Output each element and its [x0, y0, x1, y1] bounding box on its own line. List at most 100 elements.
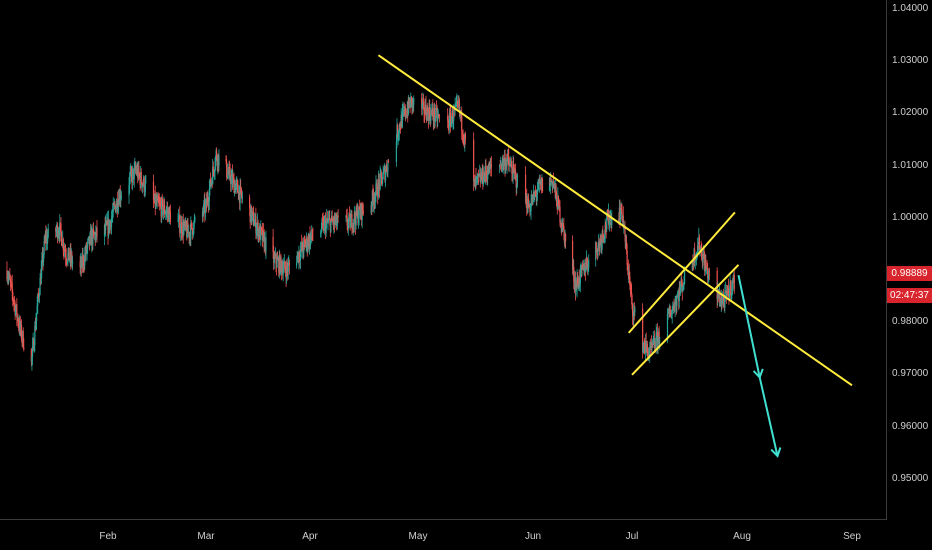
candle-body [310, 236, 312, 237]
candle-body [455, 102, 457, 105]
candle-body [694, 249, 696, 263]
candle-body [562, 223, 564, 231]
candle-body [119, 192, 121, 201]
candle-body [261, 229, 263, 231]
candle-body [169, 211, 172, 222]
candle-body [161, 199, 163, 201]
arrow-head-end [770, 447, 782, 458]
candle-body [177, 220, 179, 222]
candle-body [405, 115, 408, 117]
y-tick-label: 1.02000 [892, 107, 929, 118]
candle-body [218, 155, 220, 166]
candle-body [130, 169, 132, 174]
candle-body [586, 259, 588, 264]
time-axis[interactable] [0, 519, 886, 520]
trendline[interactable] [377, 54, 853, 387]
candle-body [298, 252, 301, 259]
candle-body [331, 216, 333, 222]
candle-body [427, 107, 429, 112]
candle-body [671, 314, 673, 318]
candle-body [694, 257, 696, 263]
candle-body [475, 177, 478, 180]
candle-body [141, 184, 144, 188]
candle-body [435, 107, 438, 110]
candle-body [241, 194, 243, 199]
candle-body [83, 256, 85, 265]
candle-body [621, 203, 623, 213]
candle-body [359, 206, 361, 210]
candle-body [503, 160, 505, 167]
candle-body [727, 286, 729, 288]
price-axis[interactable] [886, 0, 887, 520]
candle-body [239, 186, 241, 204]
candle-body [351, 214, 353, 229]
candle-body [550, 179, 552, 185]
candle-body [215, 156, 217, 167]
trendline[interactable] [627, 211, 736, 334]
candle-body [241, 197, 244, 199]
candle-body [235, 182, 237, 187]
candle-body [9, 274, 11, 280]
candle-body [306, 237, 308, 250]
candle-body [473, 139, 475, 182]
candle-body [588, 259, 590, 268]
candle-body [513, 168, 516, 173]
candle-body [605, 223, 607, 230]
candle-body [558, 199, 560, 209]
projection-arrow-path[interactable] [737, 274, 779, 457]
candle-body [562, 223, 564, 227]
candle-body [426, 107, 428, 121]
candle-body [230, 176, 232, 185]
candle-body [115, 206, 117, 213]
candle-body [644, 341, 647, 353]
candle-body [329, 218, 331, 220]
candle-body [598, 241, 600, 243]
candle-body [23, 347, 25, 350]
candle-body [128, 185, 130, 196]
candle-body [163, 204, 166, 214]
candle-body [536, 190, 539, 195]
candle-body [256, 226, 258, 231]
candle-body [667, 310, 669, 314]
candle-body [595, 242, 597, 252]
candle-body [652, 339, 654, 345]
candle-body [718, 297, 720, 299]
candle-body [272, 236, 274, 252]
candle-body [430, 111, 432, 122]
candle-body [95, 233, 97, 241]
candle-body [11, 282, 13, 284]
candle-body [143, 177, 145, 193]
candle-body [705, 260, 707, 269]
candle-body [423, 101, 425, 114]
candle-body [15, 309, 17, 315]
candle-body [700, 246, 702, 250]
candle-body [214, 166, 216, 172]
candle-body [461, 131, 464, 135]
candle-body [645, 341, 647, 347]
candle-body [487, 173, 489, 180]
candle-body [65, 251, 67, 258]
candle-body [678, 286, 680, 302]
candle-body [552, 181, 554, 188]
candle-body [92, 228, 94, 245]
candle-body [385, 172, 387, 181]
candle-body [630, 288, 632, 293]
candle-body [458, 100, 460, 111]
candle-body [386, 166, 388, 172]
trendline[interactable] [631, 264, 740, 376]
candle-body [165, 213, 167, 215]
candle-body [185, 221, 187, 229]
candle-body [432, 108, 434, 117]
candle-body [730, 281, 732, 296]
candle-body [254, 221, 256, 226]
candle-body [201, 211, 204, 218]
candle-body [585, 259, 587, 269]
candle-body [323, 221, 325, 232]
candle-body [672, 306, 674, 310]
x-tick-label: Jul [625, 531, 639, 542]
y-tick-label: 0.97000 [892, 368, 929, 379]
candle-body [252, 212, 255, 226]
candle-body [213, 171, 216, 174]
candle-body [38, 294, 41, 297]
